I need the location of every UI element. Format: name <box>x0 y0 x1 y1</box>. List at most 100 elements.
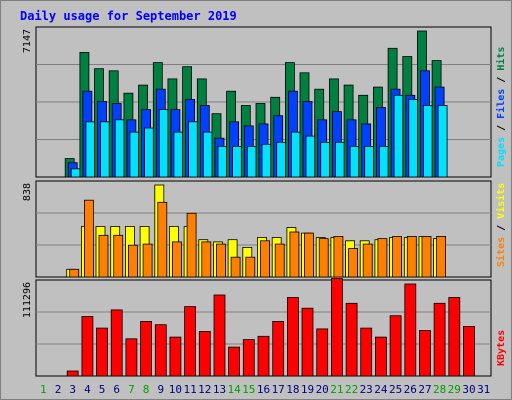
bar-kbytes-day-25 <box>389 315 402 377</box>
bar-pages-day-9 <box>158 109 169 178</box>
x-tick-label-day-8: 8 <box>143 383 150 396</box>
x-tick-label-day-28: 28 <box>433 383 446 396</box>
legend-label-files: Files <box>495 89 507 119</box>
bar-kbytes-day-7 <box>125 338 138 377</box>
x-tick-label-day-5: 5 <box>99 383 106 396</box>
bar-kbytes-day-10 <box>169 336 182 377</box>
bar-pages-day-19 <box>305 135 316 178</box>
bar-sites-day-7 <box>127 244 138 278</box>
x-tick-label-day-17: 17 <box>272 383 285 396</box>
x-tick-label-day-31: 31 <box>477 383 490 396</box>
y-axis-max-label: 838 <box>22 183 33 201</box>
bar-sites-day-26 <box>406 235 417 278</box>
bar-sites-day-10 <box>171 241 182 278</box>
bar-kbytes-day-15 <box>242 339 255 377</box>
bar-sites-day-3 <box>69 268 80 278</box>
panel-2: 838 Sites / Visits <box>22 180 507 278</box>
legend-label-kbytes: KBytes <box>496 330 507 366</box>
bar-pages-day-8 <box>144 127 155 178</box>
bar-pages-day-6 <box>114 119 125 178</box>
x-tick-label-day-25: 25 <box>389 383 402 396</box>
bar-kbytes-day-23 <box>360 327 373 377</box>
bar-kbytes-day-3 <box>66 370 79 377</box>
bar-kbytes-day-18 <box>286 297 299 377</box>
bar-sites-day-28 <box>436 235 447 278</box>
bar-pages-day-4 <box>85 121 96 178</box>
bar-pages-day-10 <box>173 131 184 178</box>
bar-sites-day-8 <box>142 243 153 278</box>
bar-kbytes-day-30 <box>463 325 475 377</box>
bar-sites-day-9 <box>157 201 168 278</box>
x-tick-label-day-20: 20 <box>316 383 329 396</box>
bar-pages-day-3 <box>70 168 81 178</box>
legend-separator: / <box>496 119 507 137</box>
panel-1: 7147 Pages / Files / Hits <box>22 26 507 178</box>
bar-kbytes-day-13 <box>213 294 226 377</box>
bar-sites-day-11 <box>186 212 197 278</box>
y-axis-max-label: 7147 <box>22 29 33 53</box>
x-tick-label-day-19: 19 <box>301 383 314 396</box>
bar-kbytes-day-28 <box>433 302 446 377</box>
y-axis-max-label: 111296 <box>22 282 33 318</box>
bar-kbytes-day-4 <box>81 316 94 377</box>
bar-sites-day-13 <box>216 243 226 278</box>
bar-kbytes-day-24 <box>374 336 387 377</box>
bar-kbytes-day-12 <box>198 330 211 377</box>
x-tick-label-day-3: 3 <box>69 383 76 396</box>
x-tick-label-day-9: 9 <box>157 383 164 396</box>
bar-sites-day-25 <box>392 235 403 278</box>
bar-pages-day-27 <box>423 105 433 178</box>
bar-kbytes-day-22 <box>345 302 358 377</box>
bar-kbytes-day-29 <box>448 297 461 377</box>
bar-sites-day-21 <box>333 235 344 278</box>
bar-pages-day-26 <box>408 99 419 178</box>
bar-pages-day-21 <box>334 141 345 178</box>
x-tick-label-day-23: 23 <box>360 383 373 396</box>
x-tick-label-day-24: 24 <box>374 383 388 396</box>
x-tick-label-day-21: 21 <box>330 383 343 396</box>
x-tick-label-day-4: 4 <box>84 383 91 396</box>
x-tick-label-day-30: 30 <box>462 383 475 396</box>
bar-sites-day-20 <box>318 238 329 278</box>
x-tick-label-day-26: 26 <box>404 383 417 396</box>
legend-labels: KBytes <box>496 330 507 366</box>
panel-3: 111296 KBytes <box>22 278 507 377</box>
bar-sites-day-12 <box>201 241 212 278</box>
legend-label-pages: Pages <box>496 137 507 167</box>
x-tick-label-day-14: 14 <box>227 383 241 396</box>
legend-separator: / <box>496 219 507 237</box>
bar-pages-day-5 <box>100 121 110 178</box>
bar-pages-day-23 <box>364 145 375 178</box>
x-tick-label-day-10: 10 <box>169 383 182 396</box>
bar-kbytes-day-16 <box>257 335 270 377</box>
bar-kbytes-day-14 <box>228 346 241 377</box>
bar-kbytes-day-20 <box>316 328 329 377</box>
bar-sites-day-23 <box>362 243 373 278</box>
x-axis-labels: 1 2 3 4 5 6 7 8 9 10 11 12 13 14 15 16 17 18 19 20 21 22 23 24 2… <box>40 383 490 396</box>
bar-pages-day-17 <box>276 141 287 178</box>
bar-kbytes-day-21 <box>330 278 343 377</box>
bar-sites-day-16 <box>260 240 270 278</box>
bar-kbytes-day-27 <box>419 330 431 377</box>
chart-title: Daily usage for September 2019 <box>20 9 237 23</box>
bar-kbytes-day-26 <box>404 283 417 377</box>
x-tick-label-day-22: 22 <box>345 383 358 396</box>
legend-labels: Pages / Files / Hits <box>495 47 507 167</box>
bar-pages-day-12 <box>202 131 213 178</box>
bar-sites-day-19 <box>304 232 314 278</box>
bar-pages-day-18 <box>290 131 301 178</box>
bar-sites-day-4 <box>84 199 94 278</box>
bar-pages-day-14 <box>232 145 243 178</box>
legend-label-hits: Hits <box>495 47 507 71</box>
bar-pages-day-11 <box>188 121 199 178</box>
bar-sites-day-27 <box>421 235 432 278</box>
bar-kbytes-day-6 <box>110 309 123 377</box>
bar-kbytes-day-8 <box>140 320 153 377</box>
x-tick-label-day-7: 7 <box>128 383 135 396</box>
legend-label-sites: Sites <box>495 237 507 267</box>
x-tick-label-day-2: 2 <box>55 383 62 396</box>
bar-sites-day-17 <box>274 243 285 278</box>
x-tick-label-day-12: 12 <box>198 383 211 396</box>
x-tick-label-day-1: 1 <box>40 383 47 396</box>
